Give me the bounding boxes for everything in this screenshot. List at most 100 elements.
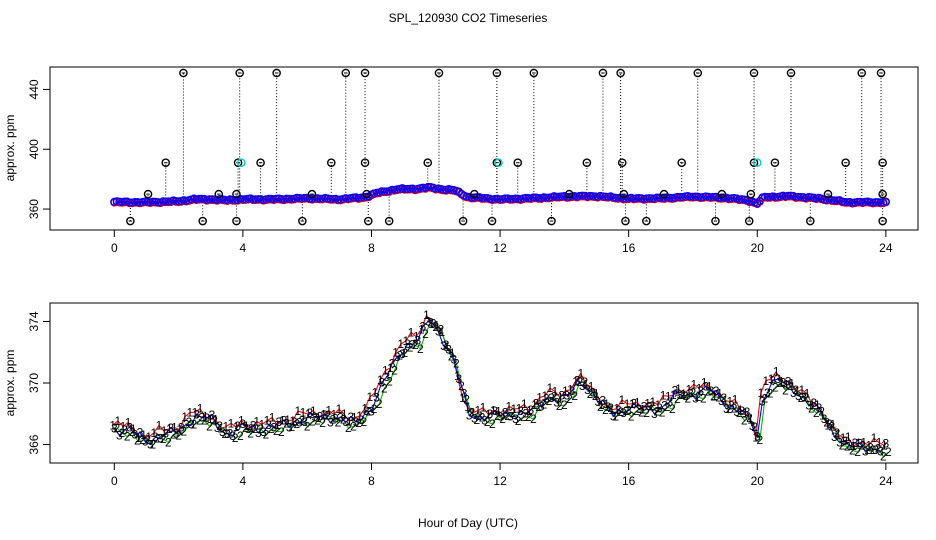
series-1-point: 1	[855, 436, 862, 450]
series-2-point: 2	[803, 391, 810, 405]
series-2-point: 2	[160, 432, 167, 446]
series-2-point: 2	[746, 411, 753, 425]
series-3-point: 3	[764, 386, 771, 400]
bottom-x-tick-label: 4	[240, 474, 247, 488]
top-outlier-marker	[711, 216, 720, 226]
series-2-point: 2	[499, 412, 506, 426]
series-3-point: 3	[306, 406, 313, 420]
top-outlier-marker	[492, 68, 502, 78]
series-3-point: 3	[713, 384, 720, 398]
series-1-point: 1	[613, 402, 620, 416]
series-3-point: 3	[471, 412, 478, 426]
series-3-point: 3	[219, 425, 226, 439]
series-2-point: 2	[129, 425, 136, 439]
series-2-point: 2	[551, 390, 558, 404]
series-1-point: 1	[721, 393, 728, 407]
series-1-point: 1	[778, 375, 785, 389]
series-1-point: 1	[567, 383, 574, 397]
series-1-point: 1	[156, 418, 163, 432]
series-1-point: 1	[850, 439, 857, 453]
series-2-point: 2	[612, 410, 619, 424]
series-1-point: 1	[233, 420, 240, 434]
series-3-point: 3	[363, 404, 370, 418]
series-1-point: 1	[644, 397, 651, 411]
series-3-point: 3	[790, 386, 797, 400]
series-3-point: 3	[615, 403, 622, 417]
series-3-point: 3	[234, 419, 241, 433]
series-2-point: 2	[510, 406, 517, 420]
series-1-point: 1	[135, 431, 142, 445]
series-3-point: 3	[157, 432, 164, 446]
series-1-line	[112, 313, 885, 447]
series-1-point: 1	[444, 340, 451, 354]
series-3-point: 3	[661, 398, 668, 412]
series-1-point: 1	[490, 403, 497, 417]
series-1-point: 1	[773, 365, 780, 379]
series-1-point: 1	[289, 414, 296, 428]
series-2-point: 2	[756, 433, 763, 447]
series-2-point: 2	[330, 412, 337, 426]
series-1-point: 1	[392, 345, 399, 359]
series-1-point: 1	[439, 325, 446, 339]
top-outlier-marker	[198, 216, 208, 226]
top-outlier-marker	[770, 158, 780, 168]
series-3-point: 3	[821, 412, 828, 426]
series-3-point: 3	[409, 337, 416, 351]
series-1-point: 1	[264, 414, 271, 428]
series-2-point: 2	[731, 401, 738, 415]
series-1-point: 1	[413, 330, 420, 344]
series-2-point: 2	[870, 443, 877, 457]
series-1-point: 1	[300, 406, 307, 420]
series-3-point: 3	[126, 420, 133, 434]
series-1-point: 1	[562, 384, 569, 398]
series-1-point: 1	[680, 387, 687, 401]
series-3-point: 3	[810, 396, 817, 410]
series-2-point: 2	[119, 426, 126, 440]
top-outlier-marker	[878, 158, 887, 168]
series-2-point: 2	[726, 402, 733, 416]
series-1-point: 1	[799, 383, 806, 397]
series-2-point: 2	[515, 414, 522, 428]
series-3-point: 3	[579, 379, 586, 393]
series-1-point: 1	[752, 431, 759, 445]
series-2-point: 2	[587, 387, 594, 401]
series-2-point: 2	[381, 381, 388, 395]
series-3-point: 3	[461, 386, 468, 400]
series-2-point: 2	[720, 391, 727, 405]
series-3-point: 3	[569, 384, 576, 398]
top-y-tick-label: 400	[27, 139, 41, 159]
series-1-point: 1	[120, 419, 127, 433]
series-2-point: 2	[186, 415, 193, 429]
series-1-point: 1	[552, 384, 559, 398]
top-x-tick-label: 16	[622, 241, 636, 255]
series-2-point: 2	[422, 327, 429, 341]
series-3-point: 3	[749, 419, 756, 433]
series-2-point: 2	[350, 419, 357, 433]
series-1-point: 1	[768, 372, 775, 386]
top-outlier-marker	[423, 158, 433, 168]
series-2-point: 2	[180, 425, 187, 439]
series-1-point: 1	[150, 426, 157, 440]
series-3-point: 3	[831, 430, 838, 444]
series-1-point: 1	[367, 390, 374, 404]
series-2-point: 2	[335, 415, 342, 429]
series-3-point: 3	[337, 410, 344, 424]
series-2-point: 2	[402, 346, 409, 360]
series-3-point: 3	[327, 416, 334, 430]
series-1-point: 1	[788, 376, 795, 390]
series-2-point: 2	[741, 414, 748, 428]
top-outlier-marker	[232, 216, 241, 226]
top-outlier-marker	[841, 158, 850, 168]
series-3-point: 3	[209, 408, 216, 422]
series-3-point: 3	[353, 415, 360, 429]
series-3-point: 3	[584, 383, 591, 397]
series-3-point: 3	[404, 337, 411, 351]
series-1-point: 1	[541, 389, 548, 403]
series-2-point: 2	[798, 391, 805, 405]
series-3-point: 3	[666, 395, 673, 409]
series-2-point: 2	[885, 445, 892, 459]
series-2-point: 2	[566, 392, 573, 406]
top-outlier-marker	[360, 158, 370, 168]
series-3-point: 3	[780, 376, 787, 390]
series-3-point: 3	[744, 405, 751, 419]
